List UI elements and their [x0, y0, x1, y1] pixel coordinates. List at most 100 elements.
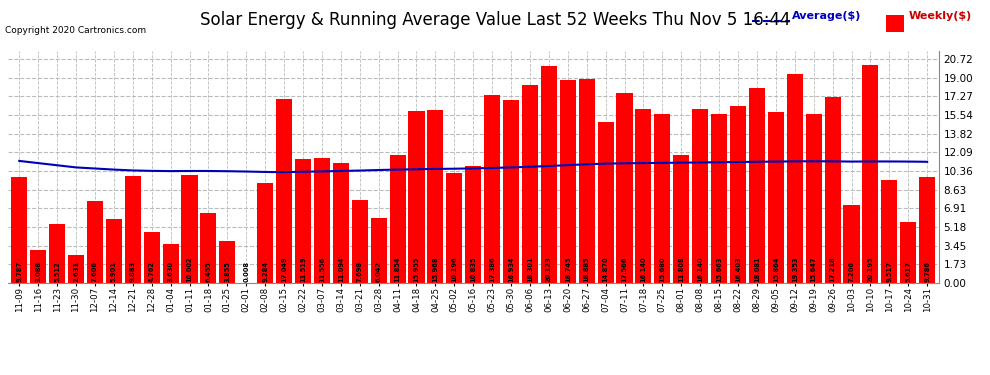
Text: 9.284: 9.284	[262, 261, 268, 282]
Text: 17.049: 17.049	[281, 256, 287, 282]
Text: 17.218: 17.218	[830, 256, 836, 282]
Bar	[541, 66, 557, 283]
Bar	[276, 99, 292, 283]
Text: 18.301: 18.301	[527, 256, 533, 282]
Text: 20.123: 20.123	[545, 256, 551, 282]
Bar	[503, 100, 519, 283]
Bar	[257, 183, 273, 283]
Text: 20.195: 20.195	[867, 256, 873, 282]
Bar	[484, 95, 500, 283]
Text: 16.934: 16.934	[508, 256, 514, 282]
Text: Copyright 2020 Cartronics.com: Copyright 2020 Cartronics.com	[5, 26, 147, 35]
Bar	[617, 93, 633, 283]
Bar	[181, 175, 198, 283]
Text: 3.630: 3.630	[167, 261, 173, 282]
Bar	[711, 114, 727, 283]
Text: 5.617: 5.617	[905, 261, 911, 282]
Text: 15.647: 15.647	[811, 256, 817, 282]
Bar	[125, 176, 141, 283]
Text: Weekly($): Weekly($)	[909, 11, 972, 21]
Bar	[598, 122, 614, 283]
Text: 4.762: 4.762	[148, 261, 154, 282]
Text: 11.854: 11.854	[395, 256, 401, 282]
Text: 9.786: 9.786	[925, 261, 931, 282]
Text: 3.088: 3.088	[36, 261, 42, 282]
Bar	[806, 114, 822, 283]
Bar	[654, 114, 670, 283]
Text: 15.663: 15.663	[716, 256, 722, 282]
Text: 18.745: 18.745	[564, 256, 571, 282]
Text: 15.864: 15.864	[773, 256, 779, 282]
Text: Average($): Average($)	[792, 11, 861, 21]
Text: 6.455: 6.455	[205, 261, 212, 282]
Bar	[370, 218, 387, 283]
Text: 15.968: 15.968	[433, 256, 439, 282]
Text: 17.566: 17.566	[622, 256, 628, 282]
Text: 10.002: 10.002	[186, 256, 192, 282]
Text: 15.955: 15.955	[414, 256, 420, 282]
Text: 10.196: 10.196	[451, 256, 457, 282]
Text: Solar Energy & Running Average Value Last 52 Weeks Thu Nov 5 16:44: Solar Energy & Running Average Value Las…	[200, 11, 790, 29]
Text: 14.870: 14.870	[603, 256, 609, 282]
Bar	[579, 79, 595, 283]
Bar	[559, 80, 576, 283]
Bar	[825, 97, 841, 283]
Text: 18.885: 18.885	[584, 256, 590, 282]
Bar	[428, 111, 444, 283]
Bar	[768, 112, 784, 283]
Bar	[314, 158, 330, 283]
Bar	[900, 222, 917, 283]
Bar	[106, 219, 122, 283]
Bar	[50, 224, 65, 283]
Bar	[919, 177, 936, 283]
Text: 6.042: 6.042	[375, 261, 382, 282]
Bar	[881, 180, 897, 283]
Text: 11.556: 11.556	[319, 256, 325, 282]
Bar	[295, 159, 311, 283]
Bar	[522, 85, 538, 283]
Text: 2.631: 2.631	[73, 261, 79, 282]
Bar	[730, 106, 746, 283]
Text: 11.808: 11.808	[678, 256, 684, 282]
Text: 15.680: 15.680	[659, 256, 665, 282]
Bar	[673, 155, 689, 283]
Text: 11.094: 11.094	[338, 256, 344, 282]
Bar	[465, 166, 481, 283]
Text: 0.008: 0.008	[244, 261, 249, 282]
Bar	[748, 88, 765, 283]
Text: 9.883: 9.883	[130, 261, 136, 282]
Bar	[220, 242, 236, 283]
Text: 16.140: 16.140	[697, 256, 703, 282]
Text: 9.787: 9.787	[16, 261, 22, 282]
Text: 7.206: 7.206	[848, 261, 854, 282]
Text: 16.403: 16.403	[735, 256, 742, 282]
Bar	[11, 177, 28, 283]
Text: 5.512: 5.512	[54, 261, 60, 282]
Text: 5.901: 5.901	[111, 261, 117, 282]
Text: 7.606: 7.606	[92, 261, 98, 282]
Bar	[162, 244, 178, 283]
Bar	[351, 200, 367, 283]
Bar	[200, 213, 217, 283]
Text: 18.081: 18.081	[754, 256, 760, 282]
Bar	[144, 232, 159, 283]
Text: 10.835: 10.835	[470, 256, 476, 282]
Text: 16.140: 16.140	[641, 256, 646, 282]
Text: 17.386: 17.386	[489, 256, 495, 282]
Text: 3.855: 3.855	[225, 261, 231, 282]
Bar	[692, 109, 708, 283]
Bar	[446, 173, 462, 283]
Text: 19.353: 19.353	[792, 256, 798, 282]
Bar	[389, 155, 406, 283]
Bar	[787, 74, 803, 283]
Text: 7.698: 7.698	[356, 261, 362, 282]
Bar	[636, 109, 651, 283]
Bar	[87, 201, 103, 283]
Bar	[862, 65, 878, 283]
Bar	[409, 111, 425, 283]
Text: 9.517: 9.517	[886, 261, 892, 282]
Bar	[333, 163, 348, 283]
Bar	[843, 205, 859, 283]
Bar	[68, 255, 84, 283]
Text: 11.519: 11.519	[300, 256, 306, 282]
